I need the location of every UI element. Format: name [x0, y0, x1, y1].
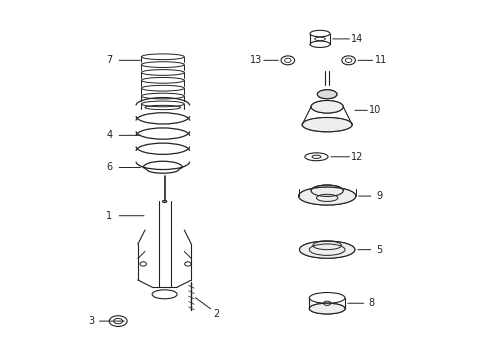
- Ellipse shape: [309, 303, 345, 314]
- Ellipse shape: [302, 117, 352, 132]
- Text: 8: 8: [369, 298, 375, 308]
- Text: 9: 9: [376, 191, 382, 201]
- Text: 1: 1: [106, 211, 112, 221]
- Ellipse shape: [311, 100, 343, 113]
- Text: 7: 7: [106, 55, 112, 65]
- Text: 13: 13: [249, 55, 262, 65]
- Ellipse shape: [318, 90, 337, 99]
- Text: 10: 10: [369, 105, 382, 115]
- Text: 3: 3: [88, 316, 95, 326]
- Text: 4: 4: [106, 130, 112, 140]
- Text: 12: 12: [351, 152, 364, 162]
- Ellipse shape: [299, 241, 355, 258]
- Text: 5: 5: [376, 245, 382, 255]
- Ellipse shape: [298, 187, 356, 205]
- Text: 14: 14: [351, 34, 364, 44]
- Text: 11: 11: [375, 55, 387, 65]
- Text: 6: 6: [106, 162, 112, 172]
- Text: 2: 2: [213, 309, 220, 319]
